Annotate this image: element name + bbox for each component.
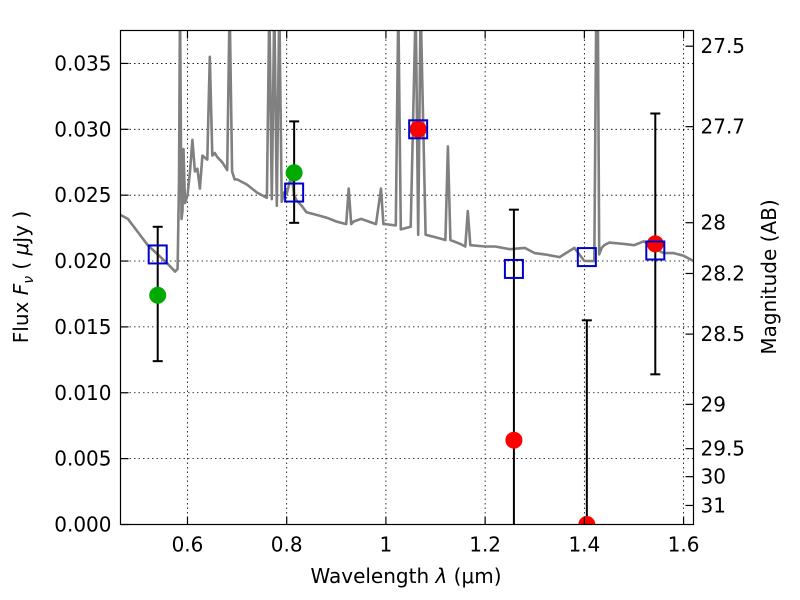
- model-square: [284, 182, 305, 203]
- y-tick-label: 0.030: [54, 117, 111, 141]
- y-axis-title: Flux Fν ( μJy ): [9, 211, 37, 343]
- y-tick-label: 0.025: [54, 183, 111, 207]
- y2-tick-label: 28.2: [701, 261, 746, 285]
- tick-layer: 0.6 0.8 1 1.2 1.4 1.6 0.000 0.005 0.010 0.015 0.02…: [54, 30, 746, 557]
- y2-tick-label: 29.5: [701, 437, 746, 461]
- y2-tick-label: 29: [701, 392, 726, 416]
- observed-point: [646, 235, 664, 253]
- x-axis-title: Wavelength λ (μm): [310, 564, 501, 588]
- observed-point: [578, 516, 596, 525]
- x-tick-label: 0.6: [172, 533, 204, 557]
- y-tick-label: 0.005: [54, 447, 111, 471]
- observed-point: [409, 120, 427, 138]
- observed-point: [149, 286, 167, 304]
- y2-tick-label: 31: [701, 493, 726, 517]
- y2-tick-label: 28: [701, 211, 726, 235]
- grid-layer: [120, 30, 694, 525]
- y2-tick-label: 27.7: [701, 115, 746, 139]
- y-tick-label: 0.000: [54, 513, 111, 537]
- spectrum-line: [120, 30, 694, 273]
- x-tick-label: 1.4: [568, 533, 600, 557]
- model-square: [408, 119, 429, 140]
- y-tick-label: 0.020: [54, 249, 111, 273]
- x-tick-label: 0.8: [271, 533, 303, 557]
- x-tick-label: 1: [380, 533, 393, 557]
- y-tick-label: 0.015: [54, 315, 111, 339]
- y-tick-label: 0.010: [54, 381, 111, 405]
- marker-layer: [147, 119, 666, 525]
- plot-frame: [119, 29, 695, 526]
- spectrum-layer: [120, 30, 694, 273]
- x-tick-label: 1.6: [668, 533, 700, 557]
- y2-tick-label: 30: [701, 465, 726, 489]
- observed-point: [285, 164, 303, 182]
- model-square: [503, 258, 524, 279]
- model-square: [645, 240, 666, 261]
- observed-point: [505, 431, 523, 449]
- model-square: [576, 247, 597, 268]
- y2-axis-title: Magnitude (AB): [757, 199, 781, 354]
- y-tick-label: 0.035: [54, 51, 111, 75]
- y2-tick-label: 28.5: [701, 322, 746, 346]
- model-square: [147, 244, 168, 265]
- y2-tick-label: 27.5: [701, 34, 746, 58]
- x-tick-label: 1.2: [469, 533, 501, 557]
